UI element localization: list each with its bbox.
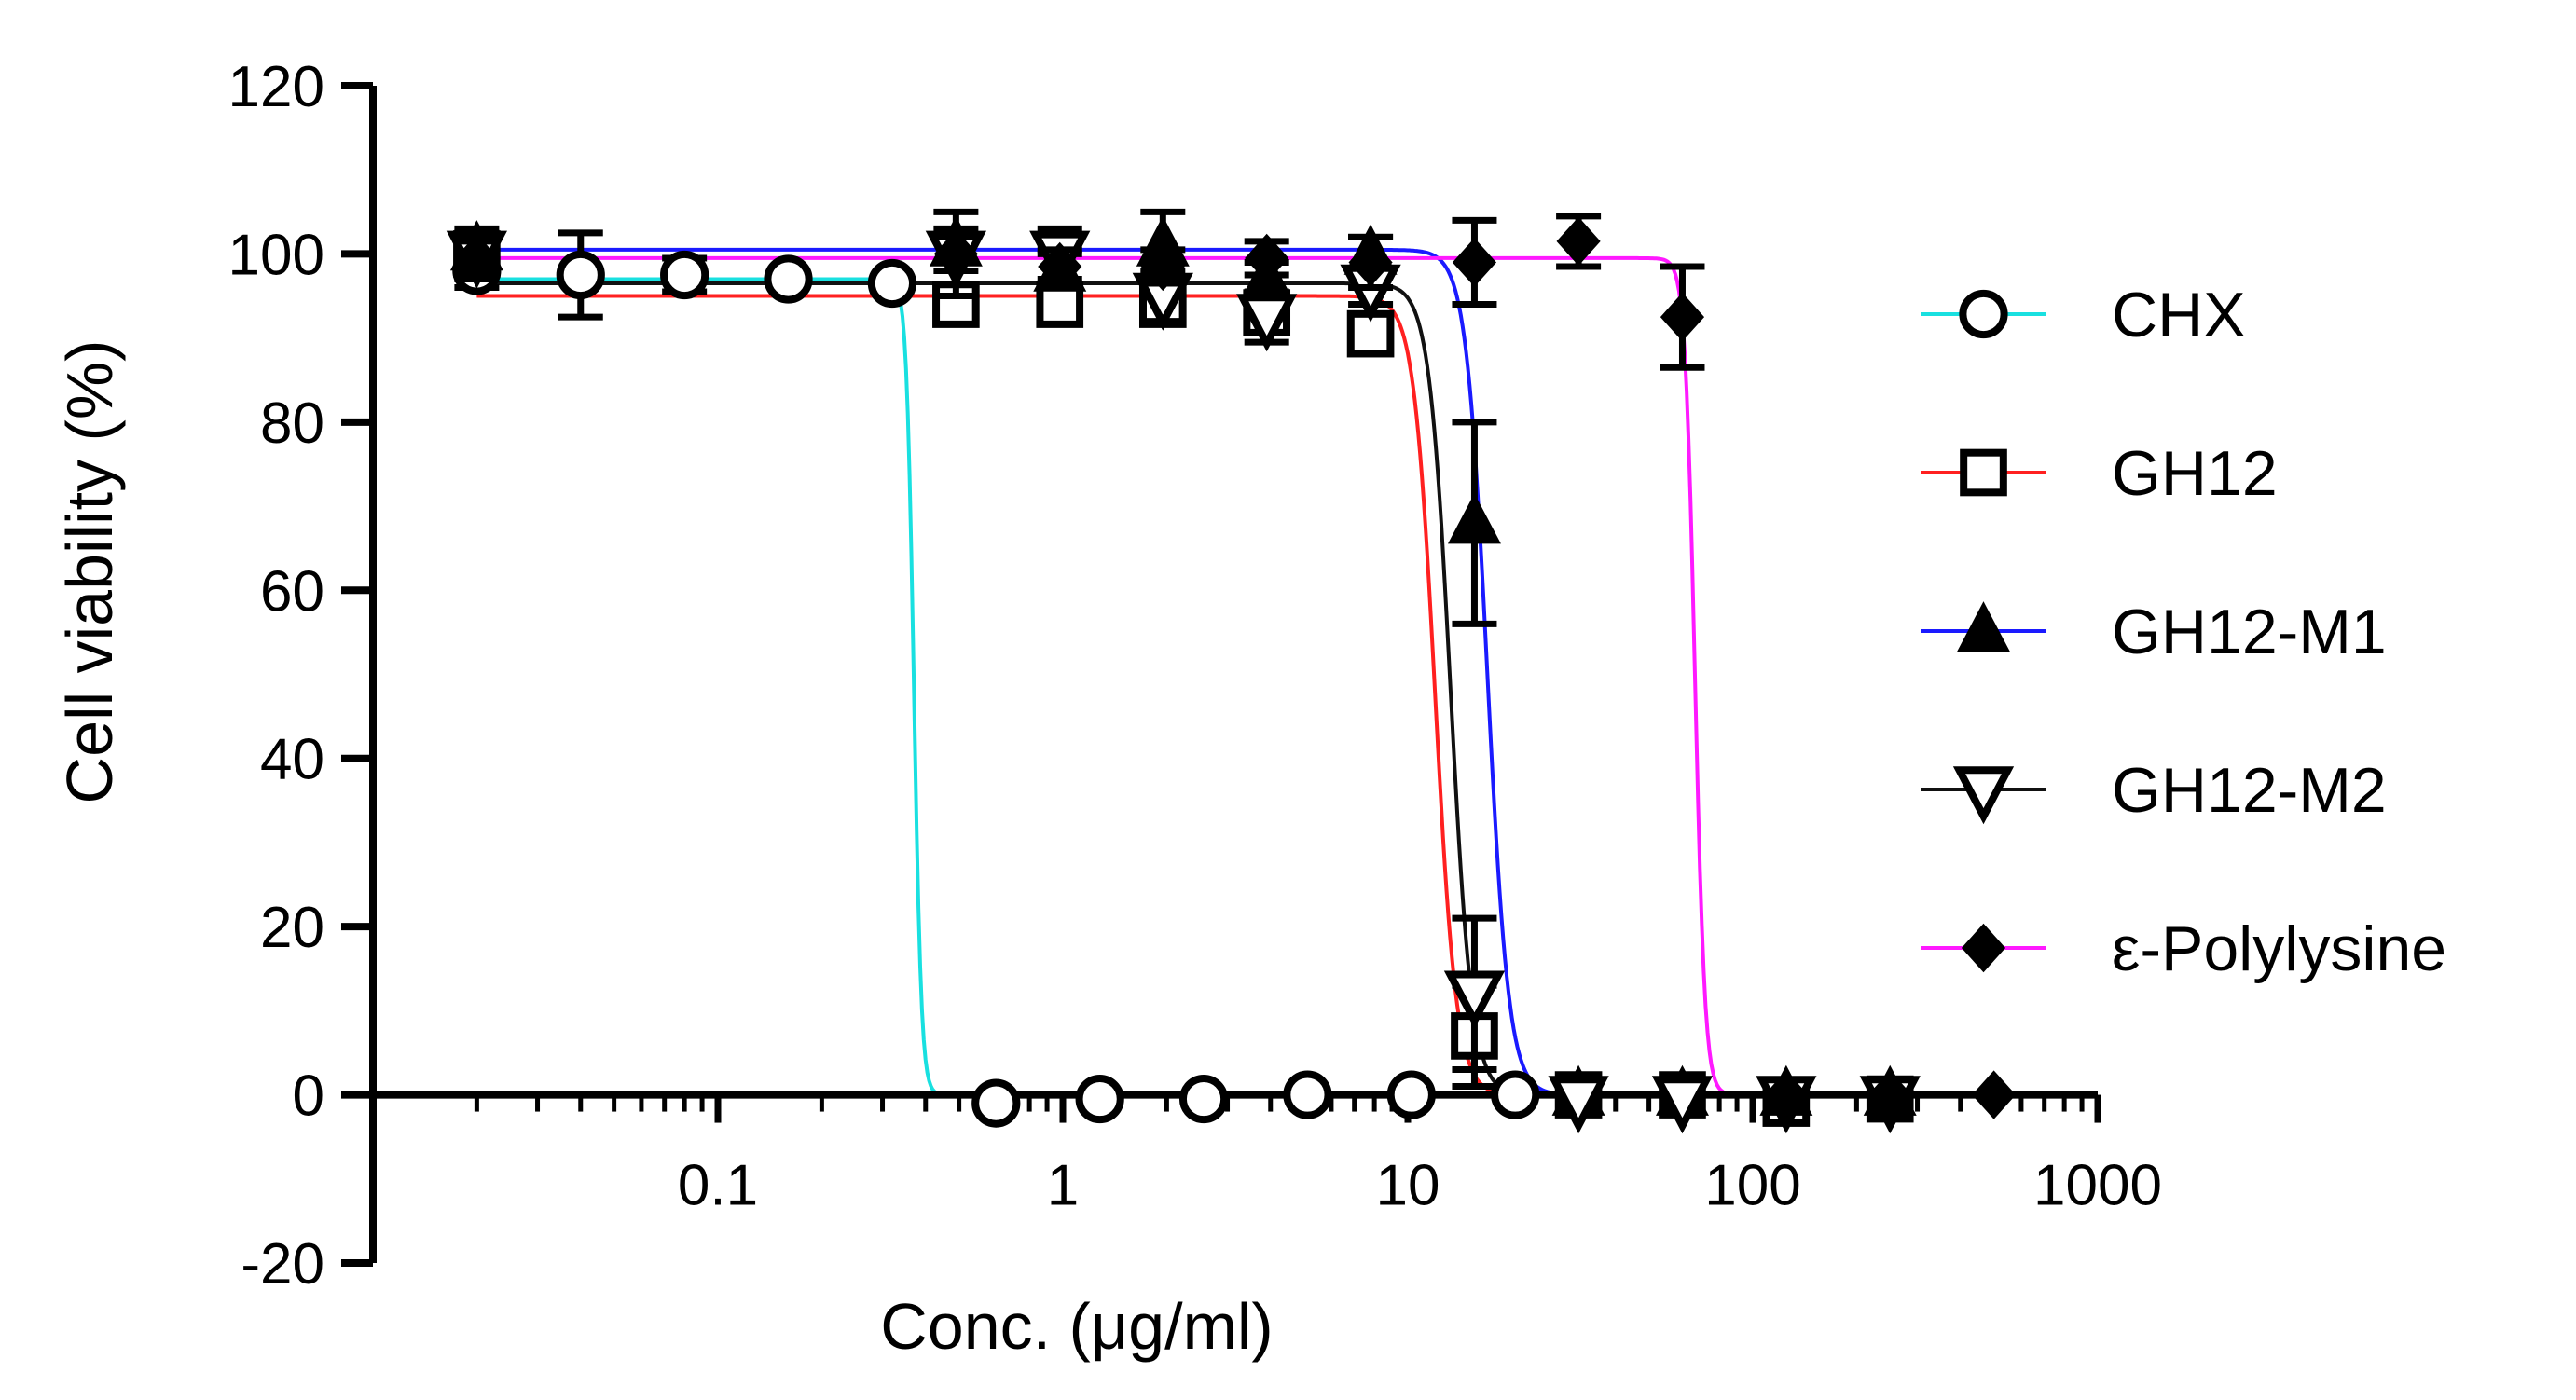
legend-label: GH12	[2112, 438, 2278, 509]
legend-label: GH12-M1	[2112, 597, 2387, 667]
series--polylysine	[454, 213, 2017, 1119]
legend-label: GH12-M2	[2112, 755, 2387, 826]
legend-entry-gh12-m1: GH12-M1	[1921, 597, 2387, 667]
point-gh12-m2	[1548, 1076, 1609, 1134]
point-chx	[1491, 1070, 1540, 1119]
fit-curve-gh12-m1	[476, 247, 1891, 1097]
series-chx	[452, 229, 1540, 1128]
point-chx	[556, 250, 605, 300]
x-tick-label: 1	[1047, 1154, 1079, 1218]
data-points	[446, 208, 2017, 1134]
legend-marker-gh12-m1	[1957, 601, 2010, 652]
x-tick-label: 10	[1376, 1154, 1440, 1218]
axes: 120 100 80 60 40 20 0 -20 0.1 1 10 100 1000	[228, 55, 2162, 1297]
point-gh12-m2	[1651, 1076, 1714, 1134]
point-chx	[1178, 1074, 1229, 1124]
fit-curve--polylysine	[476, 255, 1994, 1097]
fit-curve-gh12	[476, 294, 1891, 1097]
point--polylysine	[1764, 1070, 1809, 1119]
legend-entry-gh12: GH12	[1921, 438, 2278, 509]
x-tick-label: 100	[1704, 1154, 1800, 1218]
y-tick-label: 80	[260, 391, 324, 456]
x-tick-label: 0.1	[678, 1154, 758, 1218]
point-gh12-m1	[1447, 493, 1501, 544]
point-chx	[1283, 1070, 1332, 1119]
point-chx	[1075, 1074, 1124, 1124]
point--polylysine	[1556, 216, 1601, 267]
point--polylysine	[1660, 292, 1705, 342]
legend-marker-chx	[1959, 289, 2008, 339]
legend-entry--polylysine: ε-Polylysine	[1921, 913, 2446, 984]
fit-curve-chx	[476, 277, 1891, 1097]
point--polylysine	[1867, 1070, 1912, 1119]
y-tick-label: 120	[228, 55, 324, 119]
point-chx	[660, 250, 709, 300]
point-chx	[867, 258, 917, 309]
x-axis-title: Conc. (μg/ml)	[880, 1290, 1274, 1363]
y-tick-label: 60	[260, 559, 324, 624]
point--polylysine	[1245, 233, 1289, 283]
point-chx	[764, 254, 813, 304]
y-tick-label: -20	[241, 1232, 324, 1297]
point--polylysine	[1140, 241, 1185, 292]
fit-curves	[476, 247, 1994, 1097]
legend-label: CHX	[2112, 280, 2246, 350]
y-tick-label: 20	[260, 896, 324, 960]
legend: CHX GH12 GH12-M1 GH12-M2 ε-Polylysine	[1921, 280, 2446, 984]
x-tick-label: 1000	[2033, 1154, 2162, 1218]
y-tick-label: 0	[293, 1064, 324, 1129]
point-chx	[1386, 1070, 1436, 1119]
legend-label: ε-Polylysine	[2112, 913, 2446, 984]
point-chx	[971, 1078, 1021, 1128]
point--polylysine	[1452, 238, 1497, 287]
point-gh12-m2	[1236, 294, 1298, 352]
y-tick-label: 100	[228, 223, 324, 287]
legend-entry-gh12-m2: GH12-M2	[1921, 755, 2387, 826]
legend-marker-gh12	[1960, 448, 2007, 497]
legend-marker-gh12-m2	[1952, 766, 2015, 825]
fit-curve-gh12-m2	[476, 281, 1891, 1097]
point--polylysine	[454, 233, 499, 283]
legend-marker--polylysine	[1961, 923, 2006, 973]
point--polylysine	[1972, 1070, 2017, 1119]
point-gh12-m2	[1443, 970, 1506, 1029]
point--polylysine	[1348, 238, 1393, 287]
y-axis-title: Cell viability (%)	[53, 340, 126, 804]
legend-entry-chx: CHX	[1921, 280, 2246, 350]
point--polylysine	[1038, 241, 1082, 292]
y-tick-label: 40	[260, 728, 324, 792]
point--polylysine	[933, 229, 978, 279]
